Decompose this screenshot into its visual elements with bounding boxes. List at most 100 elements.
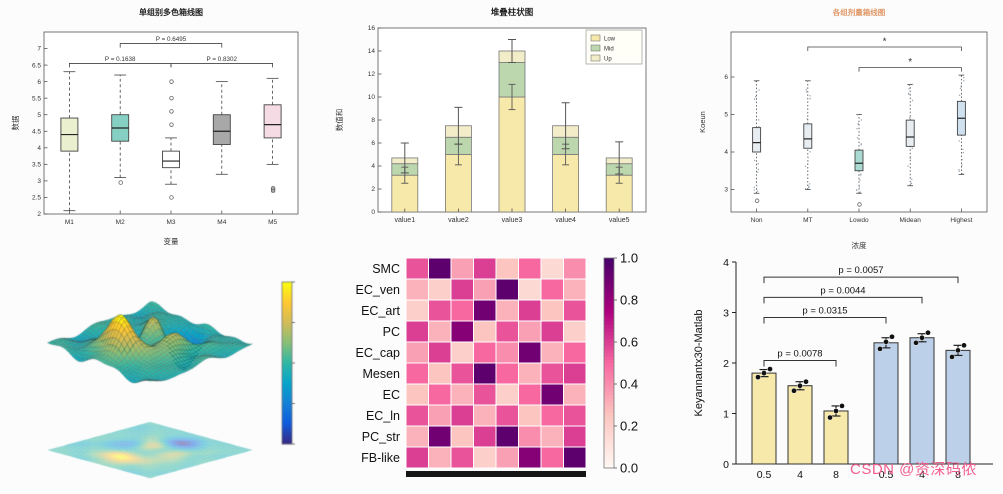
svg-text:8: 8 xyxy=(955,469,961,481)
svg-text:EC_cap: EC_cap xyxy=(356,346,401,360)
heatmap-svg: SMC EC_ven EC_art PC EC_cap Mesen EC EC_ln PC_st… xyxy=(356,251,638,477)
svg-text:0.5: 0.5 xyxy=(879,469,894,481)
svg-text:value2: value2 xyxy=(448,217,469,224)
svg-text:P = 0.1638: P = 0.1638 xyxy=(105,56,136,63)
svg-text:Low: Low xyxy=(604,37,616,43)
svg-text:16: 16 xyxy=(368,25,376,32)
svg-text:4: 4 xyxy=(723,257,729,269)
svg-text:3: 3 xyxy=(724,187,728,194)
svg-text:PC_str: PC_str xyxy=(362,430,400,444)
svg-text:0.0: 0.0 xyxy=(620,461,638,476)
svg-text:5.5: 5.5 xyxy=(32,95,41,102)
significance-bars-svg: 0 1 2 3 4 Keyannantx30-Matlab 0.5 4 8 0.5 4 8 p = 0.… xyxy=(693,257,993,481)
svg-text:5: 5 xyxy=(724,112,728,119)
svg-text:Midean: Midean xyxy=(900,217,922,224)
svg-text:7: 7 xyxy=(37,46,41,53)
svg-text:*: * xyxy=(908,57,912,68)
svg-text:0.6: 0.6 xyxy=(620,335,638,350)
svg-text:p = 0.0315: p = 0.0315 xyxy=(802,306,847,317)
svg-text:0.4: 0.4 xyxy=(620,377,638,392)
svg-text:6: 6 xyxy=(724,74,728,81)
svg-text:Non: Non xyxy=(751,217,763,224)
svg-text:3.5: 3.5 xyxy=(32,162,41,169)
svg-text:p = 0.0044: p = 0.0044 xyxy=(820,285,865,296)
svg-text:5: 5 xyxy=(37,112,41,119)
svg-text:value5: value5 xyxy=(609,217,630,224)
svg-text:SMC: SMC xyxy=(372,262,400,276)
svg-text:Up: Up xyxy=(604,57,612,63)
svg-text:6.5: 6.5 xyxy=(32,62,41,69)
svg-text:2: 2 xyxy=(723,358,729,370)
svg-text:Mid: Mid xyxy=(604,47,614,53)
svg-text:EC_ln: EC_ln xyxy=(366,409,400,423)
multicolor-boxplot-svg: 2 2.5 3 3.5 4 4.5 5 5.5 6 6.5 7 M1 M2 M3 M4 M5 单组别多色箱线图变… xyxy=(10,7,299,246)
svg-text:0.5: 0.5 xyxy=(757,469,772,481)
chart-stacked-bar: 0 2 4 6 8 10 12 14 16 堆叠柱状图数值和 value1 value2 value3 v… xyxy=(330,2,660,248)
svg-text:M5: M5 xyxy=(268,219,277,226)
svg-text:6: 6 xyxy=(371,140,375,147)
svg-text:M2: M2 xyxy=(116,219,125,226)
svg-text:Lowdo: Lowdo xyxy=(849,217,869,224)
svg-text:4: 4 xyxy=(797,469,803,481)
svg-text:10: 10 xyxy=(368,94,376,101)
svg-text:堆叠柱状图: 堆叠柱状图 xyxy=(491,7,534,17)
svg-text:1.0: 1.0 xyxy=(620,251,638,266)
svg-text:P = 0.8302: P = 0.8302 xyxy=(207,56,238,63)
svg-text:EC_art: EC_art xyxy=(361,304,400,318)
svg-text:Keyannantx30-Matlab: Keyannantx30-Matlab xyxy=(693,309,705,416)
svg-text:12: 12 xyxy=(368,71,376,78)
surface-canvas xyxy=(0,252,305,494)
svg-text:M3: M3 xyxy=(166,219,175,226)
svg-text:p = 0.0057: p = 0.0057 xyxy=(838,265,883,276)
svg-text:各组剂量箱线图: 各组剂量箱线图 xyxy=(832,7,886,17)
svg-text:2: 2 xyxy=(371,186,375,193)
svg-text:8: 8 xyxy=(833,469,839,481)
svg-text:0.2: 0.2 xyxy=(620,419,638,434)
svg-text:0.8: 0.8 xyxy=(620,293,638,308)
svg-text:4: 4 xyxy=(919,469,925,481)
svg-text:14: 14 xyxy=(368,48,376,55)
svg-text:Mesen: Mesen xyxy=(362,367,400,381)
svg-text:6: 6 xyxy=(37,79,41,86)
svg-text:单组别多色箱线图: 单组别多色箱线图 xyxy=(139,7,203,17)
svg-text:value1: value1 xyxy=(394,217,415,224)
svg-text:value3: value3 xyxy=(502,217,523,224)
svg-text:数据: 数据 xyxy=(10,115,20,130)
svg-text:MT: MT xyxy=(803,217,812,224)
svg-text:数值和: 数值和 xyxy=(334,109,344,132)
svg-text:8: 8 xyxy=(371,117,375,124)
svg-text:EC_ven: EC_ven xyxy=(356,283,401,297)
svg-text:4: 4 xyxy=(371,163,375,170)
svg-text:p = 0.0078: p = 0.0078 xyxy=(777,348,822,359)
svg-text:M4: M4 xyxy=(217,219,226,226)
svg-text:2: 2 xyxy=(37,211,41,218)
svg-text:EC: EC xyxy=(383,388,400,402)
svg-text:PC: PC xyxy=(383,325,400,339)
chart-multicolor-boxplot: 2 2.5 3 3.5 4 4.5 5 5.5 6 6.5 7 M1 M2 M3 M4 M5 单组别多色箱线图变… xyxy=(8,2,308,248)
svg-text:3: 3 xyxy=(37,178,41,185)
svg-text:浓度: 浓度 xyxy=(852,240,867,250)
svg-text:4: 4 xyxy=(724,149,728,156)
svg-text:1: 1 xyxy=(723,408,729,420)
svg-text:P = 0.6495: P = 0.6495 xyxy=(156,36,187,43)
svg-text:Koeun: Koeun xyxy=(698,111,707,133)
chart-dose-boxplot: 3 4 5 6 Non MT Lowdo Midean Highest 各组剂量箱线图 浓度 Koeu… xyxy=(695,2,1001,252)
svg-text:Highest: Highest xyxy=(950,217,972,224)
svg-text:3: 3 xyxy=(723,307,729,319)
svg-text:value4: value4 xyxy=(555,217,576,224)
svg-text:0: 0 xyxy=(371,209,375,216)
svg-text:4.5: 4.5 xyxy=(32,128,41,135)
chart-3d-surface xyxy=(0,252,305,494)
svg-text:0: 0 xyxy=(723,459,729,471)
svg-text:2.5: 2.5 xyxy=(32,195,41,202)
svg-text:*: * xyxy=(883,37,887,48)
svg-text:变量: 变量 xyxy=(164,236,179,246)
svg-text:FB-like: FB-like xyxy=(361,451,400,465)
watermark-text: CSDN @资深码侬 xyxy=(850,461,977,478)
svg-text:M1: M1 xyxy=(65,219,74,226)
svg-text:4: 4 xyxy=(37,145,41,152)
chart-significance-bars: 0 1 2 3 4 Keyannantx30-Matlab 0.5 4 8 0.5 4 8 p = 0.… xyxy=(688,252,1003,494)
